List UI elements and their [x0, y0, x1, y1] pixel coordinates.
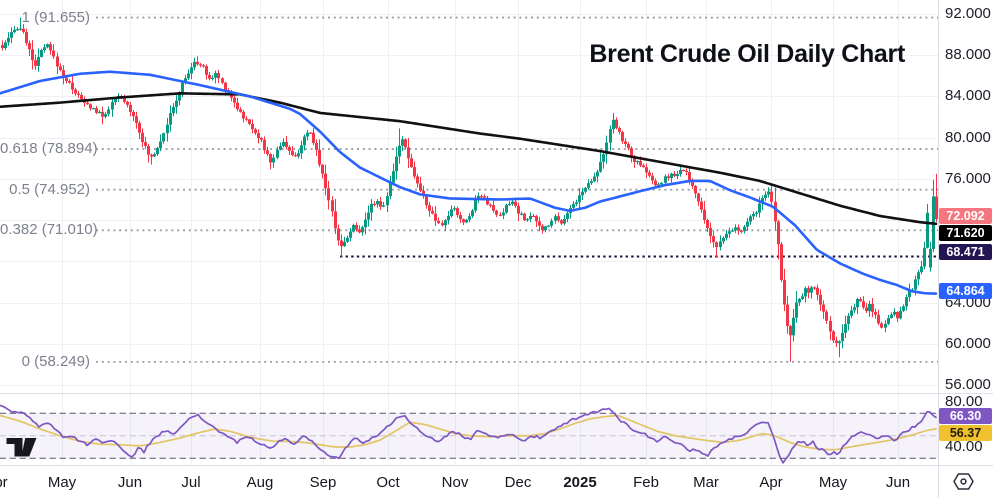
- fib-level-label-4: 0 (58.249): [21, 352, 90, 370]
- tradingview-logo[interactable]: [6, 437, 38, 458]
- time-axis-label-feb: Feb: [633, 474, 659, 491]
- time-axis-label-mar: Mar: [693, 474, 719, 491]
- price-tick-label: 60.000: [945, 334, 991, 352]
- price-scale-border: [938, 0, 939, 498]
- time-axis-label-aug: Aug: [246, 474, 274, 491]
- time-axis-label-sep: Sep: [309, 474, 337, 491]
- price-tick-label: 56.000: [945, 376, 991, 394]
- fib-level-label-2: 0.5 (74.952): [9, 180, 90, 198]
- time-axis-label-nov: Nov: [441, 474, 469, 491]
- pane-separator-top[interactable]: [0, 393, 993, 394]
- fib-level-label-1: 0.618 (78.894): [0, 140, 98, 158]
- main-chart-area[interactable]: [0, 0, 938, 466]
- chart-title: Brent Crude Oil Daily Chart: [589, 40, 905, 68]
- price-tick-label: 84.000: [945, 87, 991, 105]
- time-axis-label-jun: Jun: [117, 474, 143, 491]
- time-axis-label-jun: Jun: [885, 474, 911, 491]
- ma-slow-badge: 71.620: [939, 225, 992, 241]
- rsi-tick-label: 40.00: [945, 438, 983, 455]
- last-price-badge: 72.092: [939, 208, 992, 224]
- time-axis-label-dec: Dec: [504, 474, 532, 491]
- horizontal-line-badge: 68.471: [939, 244, 992, 260]
- rsi-value-badge: 66.30: [939, 408, 992, 424]
- price-tick-label: 80.000: [945, 128, 991, 146]
- price-tick-label: 92.000: [945, 5, 991, 22]
- time-axis-label-jul: Jul: [181, 474, 201, 491]
- time-axis-label-may: May: [818, 474, 848, 491]
- time-axis-label-oct: Oct: [376, 474, 400, 491]
- time-axis-label-apr: Apr: [759, 474, 783, 491]
- pane-separator-bottom[interactable]: [0, 465, 993, 466]
- time-axis-label-apr: Apr: [0, 474, 8, 491]
- time-axis-label-2025: 2025: [563, 474, 597, 491]
- fib-level-label-0: 1 (91.655): [21, 8, 90, 26]
- time-axis-label-may: May: [47, 474, 77, 491]
- price-tick-label: 76.000: [945, 169, 991, 187]
- time-axis[interactable]: Apr May Jun Jul Aug Sep Oct Nov Dec 2025 Feb Mar Apr…: [0, 466, 938, 498]
- rsi-tick-label: 80.00: [945, 393, 983, 410]
- rsi-ma-value-badge: 56.37: [939, 425, 992, 441]
- ma-fast-badge: 64.864: [939, 283, 992, 299]
- chart-settings-icon[interactable]: [953, 472, 974, 491]
- fib-level-label-3: 0.382 (71.010): [0, 221, 98, 239]
- price-tick-label: 88.000: [945, 46, 991, 64]
